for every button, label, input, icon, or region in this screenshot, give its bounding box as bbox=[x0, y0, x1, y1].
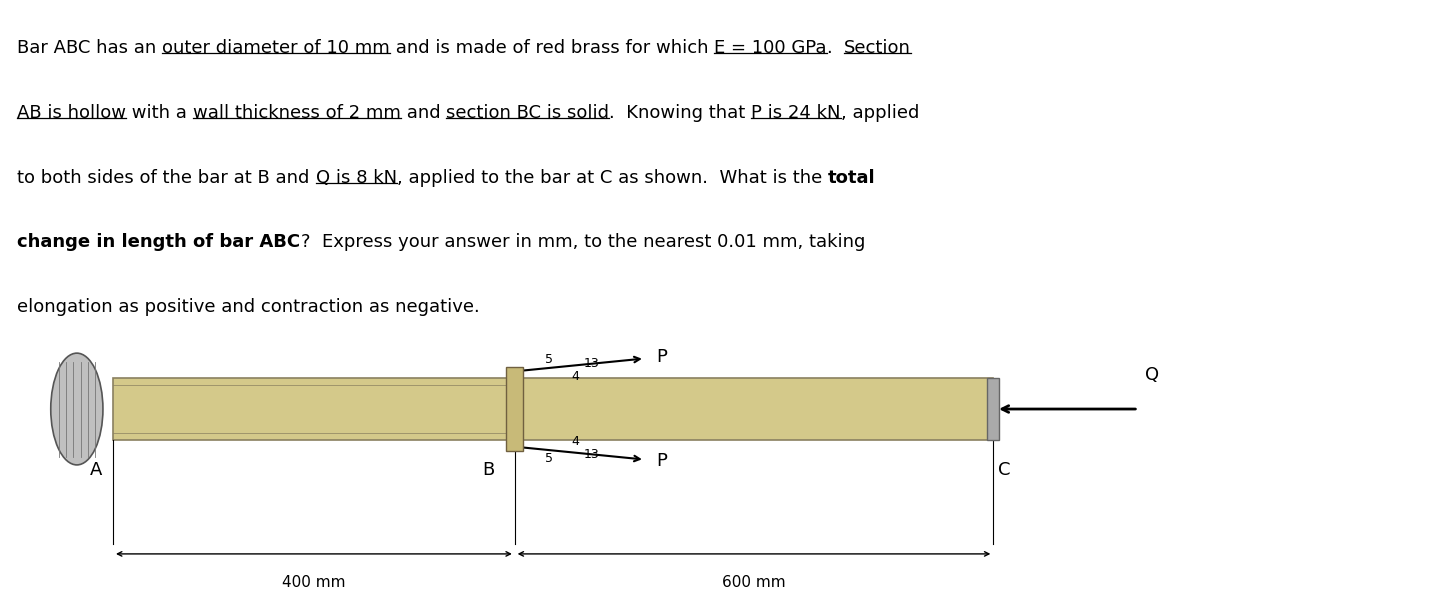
Text: total: total bbox=[828, 169, 876, 187]
Text: , applied to the bar at C as shown.  What is the: , applied to the bar at C as shown. What… bbox=[397, 169, 828, 187]
Text: Q is 8 kN: Q is 8 kN bbox=[316, 169, 397, 187]
Text: 4: 4 bbox=[571, 370, 579, 383]
Text: outer diameter of 10 mm: outer diameter of 10 mm bbox=[162, 39, 390, 57]
Text: Section: Section bbox=[844, 39, 911, 57]
Text: Q: Q bbox=[1146, 365, 1160, 384]
Text: ?  Express your answer in mm, to the nearest 0.01 mm, taking: ? Express your answer in mm, to the near… bbox=[300, 233, 864, 251]
Text: .: . bbox=[826, 39, 844, 57]
Bar bbox=[987, 378, 999, 440]
Text: with a: with a bbox=[126, 104, 193, 122]
Text: and is made of red brass for which: and is made of red brass for which bbox=[390, 39, 715, 57]
Text: 13: 13 bbox=[584, 448, 600, 461]
Text: P is 24 kN: P is 24 kN bbox=[751, 104, 841, 122]
Text: C: C bbox=[998, 461, 1011, 479]
Bar bbox=[515, 378, 993, 440]
Text: 5: 5 bbox=[545, 353, 554, 366]
Text: elongation as positive and contraction as negative.: elongation as positive and contraction a… bbox=[17, 298, 480, 316]
Text: and: and bbox=[400, 104, 447, 122]
Text: B: B bbox=[483, 461, 494, 479]
Text: 4: 4 bbox=[571, 436, 579, 448]
Text: wall thickness of 2 mm: wall thickness of 2 mm bbox=[193, 104, 400, 122]
Text: .  Knowing that: . Knowing that bbox=[609, 104, 751, 122]
Text: to both sides of the bar at B and: to both sides of the bar at B and bbox=[17, 169, 316, 187]
Text: A: A bbox=[90, 461, 102, 479]
Text: 600 mm: 600 mm bbox=[722, 575, 786, 590]
Text: 13: 13 bbox=[584, 357, 600, 370]
Text: 5: 5 bbox=[545, 452, 554, 465]
Bar bbox=[506, 367, 523, 451]
Text: 400 mm: 400 mm bbox=[283, 575, 345, 590]
Bar bbox=[113, 378, 515, 440]
Text: P: P bbox=[657, 348, 667, 366]
Text: P: P bbox=[657, 452, 667, 470]
Text: AB is hollow: AB is hollow bbox=[17, 104, 126, 122]
Text: change in length of bar ABC: change in length of bar ABC bbox=[17, 233, 300, 251]
Ellipse shape bbox=[51, 353, 103, 465]
Text: , applied: , applied bbox=[841, 104, 919, 122]
Text: Bar ABC has an: Bar ABC has an bbox=[17, 39, 162, 57]
Text: section BC is solid: section BC is solid bbox=[447, 104, 609, 122]
Text: E = 100 GPa: E = 100 GPa bbox=[715, 39, 826, 57]
